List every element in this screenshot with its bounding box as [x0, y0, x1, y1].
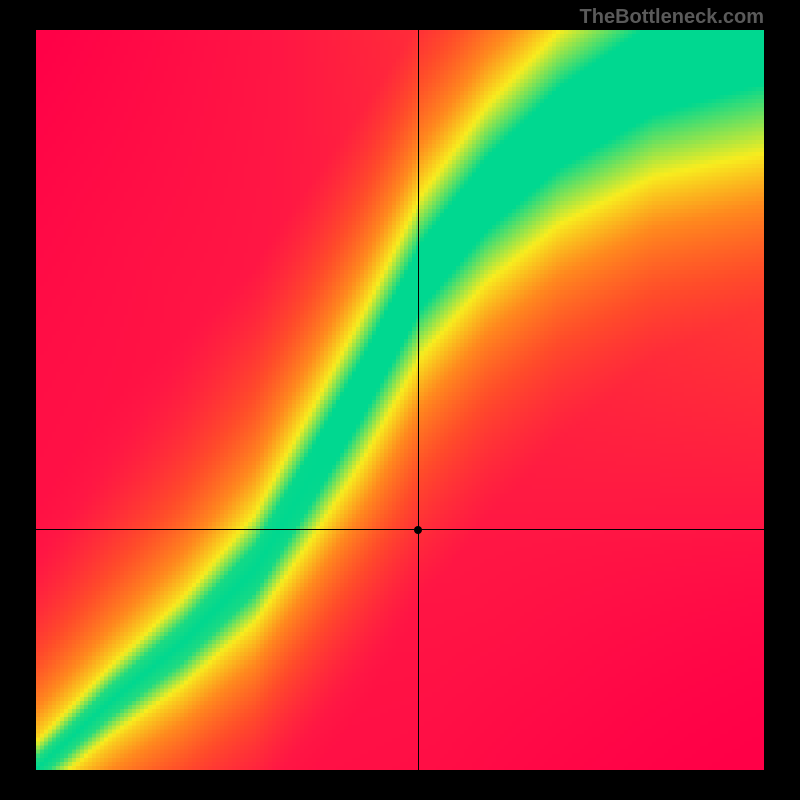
bottleneck-heatmap: [36, 30, 764, 770]
watermark-text: TheBottleneck.com: [580, 6, 764, 29]
chart-container: { "type": "heatmap", "source_watermark":…: [0, 0, 800, 800]
crosshair-marker: [414, 526, 422, 534]
crosshair-horizontal: [36, 529, 764, 530]
crosshair-vertical: [418, 30, 419, 770]
